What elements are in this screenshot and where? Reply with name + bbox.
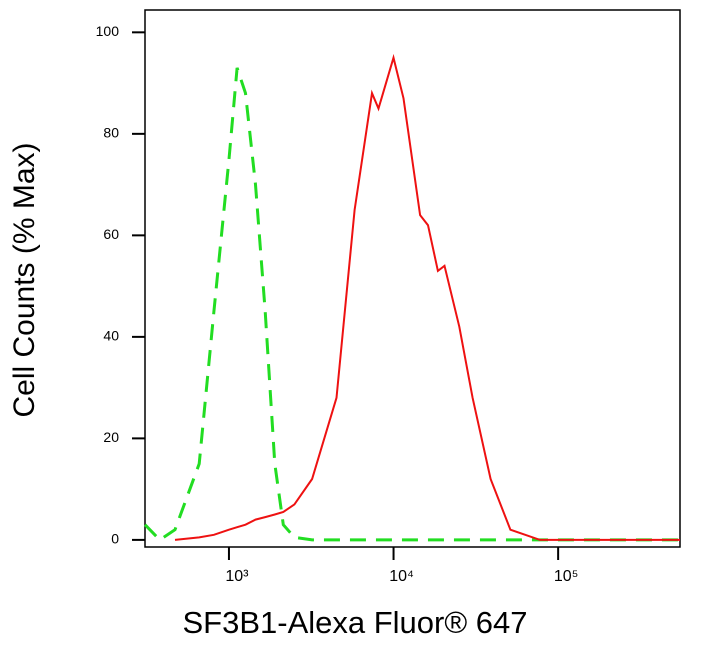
- y-tick-label: 0: [111, 531, 119, 547]
- y-axis-label: Cell Counts (% Max): [8, 142, 41, 417]
- x-tick-label: 10⁴: [389, 568, 414, 585]
- y-tick-label: 80: [103, 125, 119, 141]
- series-line: [174, 53, 680, 541]
- y-tick-label: 20: [103, 429, 119, 445]
- plot-frame: [144, 9, 681, 548]
- series-line: [143, 67, 680, 542]
- x-tick-label: 10⁵: [554, 568, 578, 585]
- y-tick-label: 60: [103, 226, 119, 242]
- y-tick-label: 40: [103, 328, 119, 344]
- y-tick-label: 100: [96, 23, 120, 39]
- x-tick-label: 10³: [225, 568, 249, 585]
- x-axis-label: SF3B1-Alexa Fluor® 647: [182, 605, 527, 640]
